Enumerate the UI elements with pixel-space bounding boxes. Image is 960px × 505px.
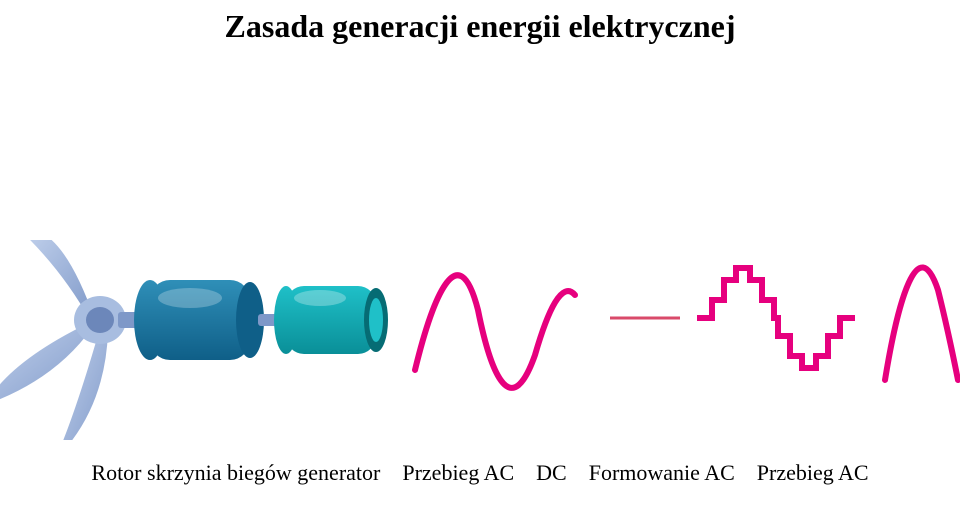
diagram xyxy=(0,240,960,440)
wave-ac-2 xyxy=(885,267,958,380)
gearbox xyxy=(134,280,264,360)
caption: Rotor skrzynia biegów generator Przebieg… xyxy=(0,460,960,486)
wave-ac-1 xyxy=(415,275,575,388)
wave-forming-ac xyxy=(700,268,852,368)
diagram-svg xyxy=(0,240,960,440)
page-title: Zasada generacji energii elektrycznej xyxy=(0,8,960,45)
slide: Zasada generacji energii elektrycznej xyxy=(0,0,960,505)
rotor xyxy=(0,240,126,440)
generator xyxy=(274,286,388,354)
